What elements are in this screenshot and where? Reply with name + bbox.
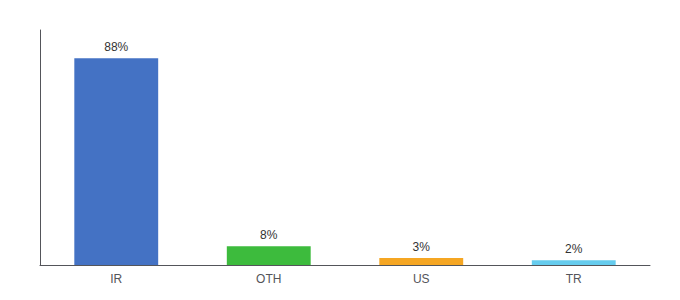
svg-text:8%: 8%	[260, 228, 278, 242]
svg-text:3%: 3%	[413, 240, 431, 254]
svg-text:OTH: OTH	[256, 272, 281, 286]
svg-text:US: US	[413, 272, 430, 286]
svg-text:88%: 88%	[104, 40, 128, 54]
svg-text:TR: TR	[566, 272, 582, 286]
svg-text:2%: 2%	[565, 242, 583, 256]
svg-text:IR: IR	[110, 272, 122, 286]
